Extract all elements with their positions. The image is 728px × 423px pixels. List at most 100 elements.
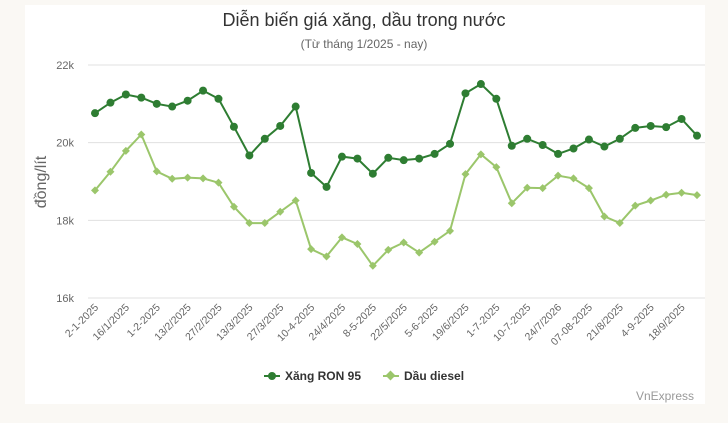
data-point[interactable] <box>245 219 254 228</box>
data-point[interactable] <box>276 207 285 216</box>
data-point[interactable] <box>260 219 269 228</box>
data-point[interactable] <box>662 123 671 132</box>
data-point[interactable] <box>245 151 254 160</box>
data-point[interactable] <box>600 212 609 221</box>
data-point[interactable] <box>600 142 609 151</box>
data-point[interactable] <box>199 174 208 183</box>
data-point[interactable] <box>399 238 408 247</box>
data-series <box>91 80 701 270</box>
data-point[interactable] <box>631 201 640 210</box>
data-point[interactable] <box>91 186 99 195</box>
data-point[interactable] <box>584 184 593 193</box>
y-tick-label: 18k <box>56 215 74 227</box>
data-point[interactable] <box>646 196 655 205</box>
series-diesel <box>91 130 701 270</box>
data-point[interactable] <box>461 170 470 179</box>
data-point[interactable] <box>646 121 655 130</box>
data-point[interactable] <box>183 96 192 105</box>
data-point[interactable] <box>322 252 331 261</box>
data-point[interactable] <box>677 114 686 123</box>
data-point[interactable] <box>523 183 532 192</box>
chart-panel <box>25 5 705 404</box>
data-point[interactable] <box>152 99 161 108</box>
series-ron95 <box>91 80 701 191</box>
data-point[interactable] <box>615 134 624 143</box>
data-point[interactable] <box>677 188 686 197</box>
data-point[interactable] <box>399 156 408 165</box>
legend-item-ron95[interactable]: Xăng RON 95 <box>263 369 361 383</box>
data-point[interactable] <box>368 169 377 178</box>
data-point[interactable] <box>430 237 439 246</box>
data-point[interactable] <box>415 248 424 257</box>
data-point[interactable] <box>214 94 223 103</box>
data-point[interactable] <box>337 233 346 242</box>
data-point[interactable] <box>615 219 624 228</box>
data-point[interactable] <box>446 226 455 235</box>
data-point[interactable] <box>229 202 238 211</box>
legend-label: Xăng RON 95 <box>284 369 361 383</box>
data-point[interactable] <box>554 171 563 180</box>
data-point[interactable] <box>492 163 501 172</box>
data-point[interactable] <box>507 141 516 150</box>
data-point[interactable] <box>554 149 563 158</box>
data-point[interactable] <box>538 140 547 149</box>
data-point[interactable] <box>662 190 671 199</box>
data-point[interactable] <box>415 154 424 163</box>
data-point[interactable] <box>353 240 362 249</box>
data-point[interactable] <box>569 144 578 153</box>
data-point[interactable] <box>183 173 192 182</box>
data-point[interactable] <box>476 150 485 159</box>
data-point[interactable] <box>368 261 377 270</box>
data-point[interactable] <box>322 182 331 191</box>
data-point[interactable] <box>106 98 115 107</box>
data-point[interactable] <box>492 94 501 103</box>
data-point[interactable] <box>446 139 455 148</box>
data-point[interactable] <box>152 167 161 176</box>
data-point[interactable] <box>276 121 285 130</box>
data-point[interactable] <box>523 134 532 143</box>
data-point[interactable] <box>121 146 130 155</box>
data-point[interactable] <box>106 167 115 176</box>
data-point[interactable] <box>199 86 208 95</box>
data-point[interactable] <box>229 122 238 131</box>
data-point[interactable] <box>384 245 393 254</box>
data-point[interactable] <box>337 152 346 161</box>
data-point[interactable] <box>538 184 547 193</box>
data-point[interactable] <box>693 131 701 140</box>
data-point[interactable] <box>631 123 640 132</box>
data-point[interactable] <box>291 196 300 205</box>
data-point[interactable] <box>168 174 177 183</box>
data-point[interactable] <box>569 174 578 183</box>
data-point[interactable] <box>214 178 223 187</box>
series-line <box>94 82 698 189</box>
data-point[interactable] <box>307 245 316 254</box>
data-point[interactable] <box>91 109 99 118</box>
data-point[interactable] <box>353 154 362 163</box>
data-point[interactable] <box>307 168 316 177</box>
data-point[interactable] <box>291 102 300 111</box>
legend-item-diesel[interactable]: Dầu diesel <box>383 369 464 383</box>
y-tick-label: 22k <box>56 60 74 72</box>
series-line <box>94 132 698 268</box>
legend: Xăng RON 95 Dầu diesel <box>0 369 728 383</box>
x-axis-ticks: 2-1-202516/1/20251-2-202513/2/202527/2/2… <box>63 302 688 349</box>
data-point[interactable] <box>137 130 146 139</box>
data-point[interactable] <box>461 89 470 98</box>
data-point[interactable] <box>384 153 393 162</box>
data-point[interactable] <box>137 93 146 102</box>
gridlines <box>88 64 705 299</box>
diamond-marker-icon <box>383 370 399 381</box>
data-point[interactable] <box>693 191 701 200</box>
legend-label: Dầu diesel <box>404 369 465 383</box>
data-point[interactable] <box>507 199 516 208</box>
data-point[interactable] <box>430 149 439 158</box>
data-point[interactable] <box>584 135 593 144</box>
chart-title: Diễn biến giá xăng, dầu trong nước <box>222 10 506 30</box>
y-axis-ticks: 16k 18k 20k 22k <box>56 60 74 305</box>
data-point[interactable] <box>260 134 269 143</box>
data-point[interactable] <box>168 102 177 111</box>
y-tick-label: 20k <box>56 138 74 150</box>
data-point[interactable] <box>476 80 485 89</box>
data-point[interactable] <box>121 90 130 99</box>
